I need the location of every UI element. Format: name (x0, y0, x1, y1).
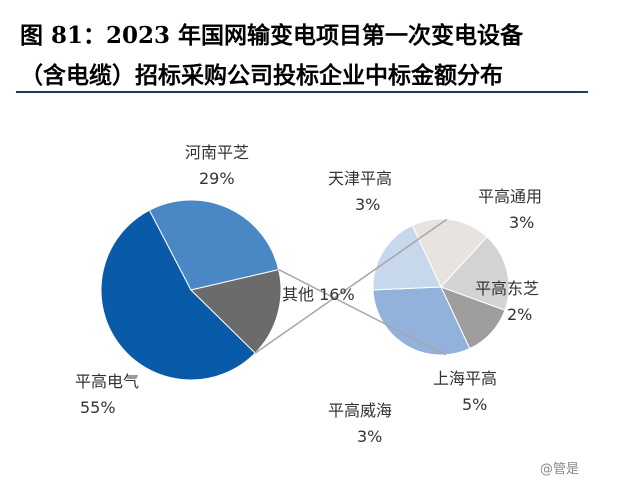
chart-title-line-1: 图 81：2023 年国网输变电项目第一次变电设备 (20, 22, 524, 49)
main-pie-slice-1 (100, 209, 256, 381)
label-pinggao-toshiba-name: 平高东芝 (475, 279, 539, 298)
label-shanghai-pinggao-value: 5% (462, 395, 487, 414)
label-pinggao-weihai-value: 3% (357, 427, 382, 446)
watermark: @管是 (540, 462, 580, 477)
label-pinggao-toshiba-value: 2% (507, 305, 532, 324)
main-pie-slice-3 (190, 268, 282, 354)
label-shanghai-pinggao-name: 上海平高 (433, 369, 497, 388)
chart-title-line-2: （含电缆）招标采购公司投标企业中标金额分布 (20, 62, 503, 89)
secondary-pie-slice-4 (372, 286, 471, 356)
title-underline (16, 91, 588, 93)
label-tianjin-pinggao-name: 天津平高 (328, 169, 392, 188)
secondary-pie-slice-1 (411, 218, 488, 288)
label-pinggao-electric-name: 平高电气 (75, 372, 139, 391)
label-other: 其他 16% (282, 285, 355, 304)
main-pie-slice-2 (148, 199, 280, 291)
label-tianjin-pinggao-value: 3% (355, 195, 380, 214)
secondary-pie-slice-5 (372, 224, 442, 291)
secondary-pie-slice-2 (440, 236, 510, 311)
connector-line-bottom (278, 268, 447, 356)
label-pinggao-electric-value: 55% (80, 398, 116, 417)
label-henan-pingzhi-name: 河南平芝 (185, 143, 249, 162)
label-pinggao-weihai-name: 平高威海 (328, 401, 392, 420)
label-pinggao-tongyong-name: 平高通用 (478, 187, 542, 206)
label-pinggao-tongyong-value: 3% (509, 213, 534, 232)
connector-line-top (254, 218, 448, 354)
label-henan-pingzhi-value: 29% (199, 169, 235, 188)
